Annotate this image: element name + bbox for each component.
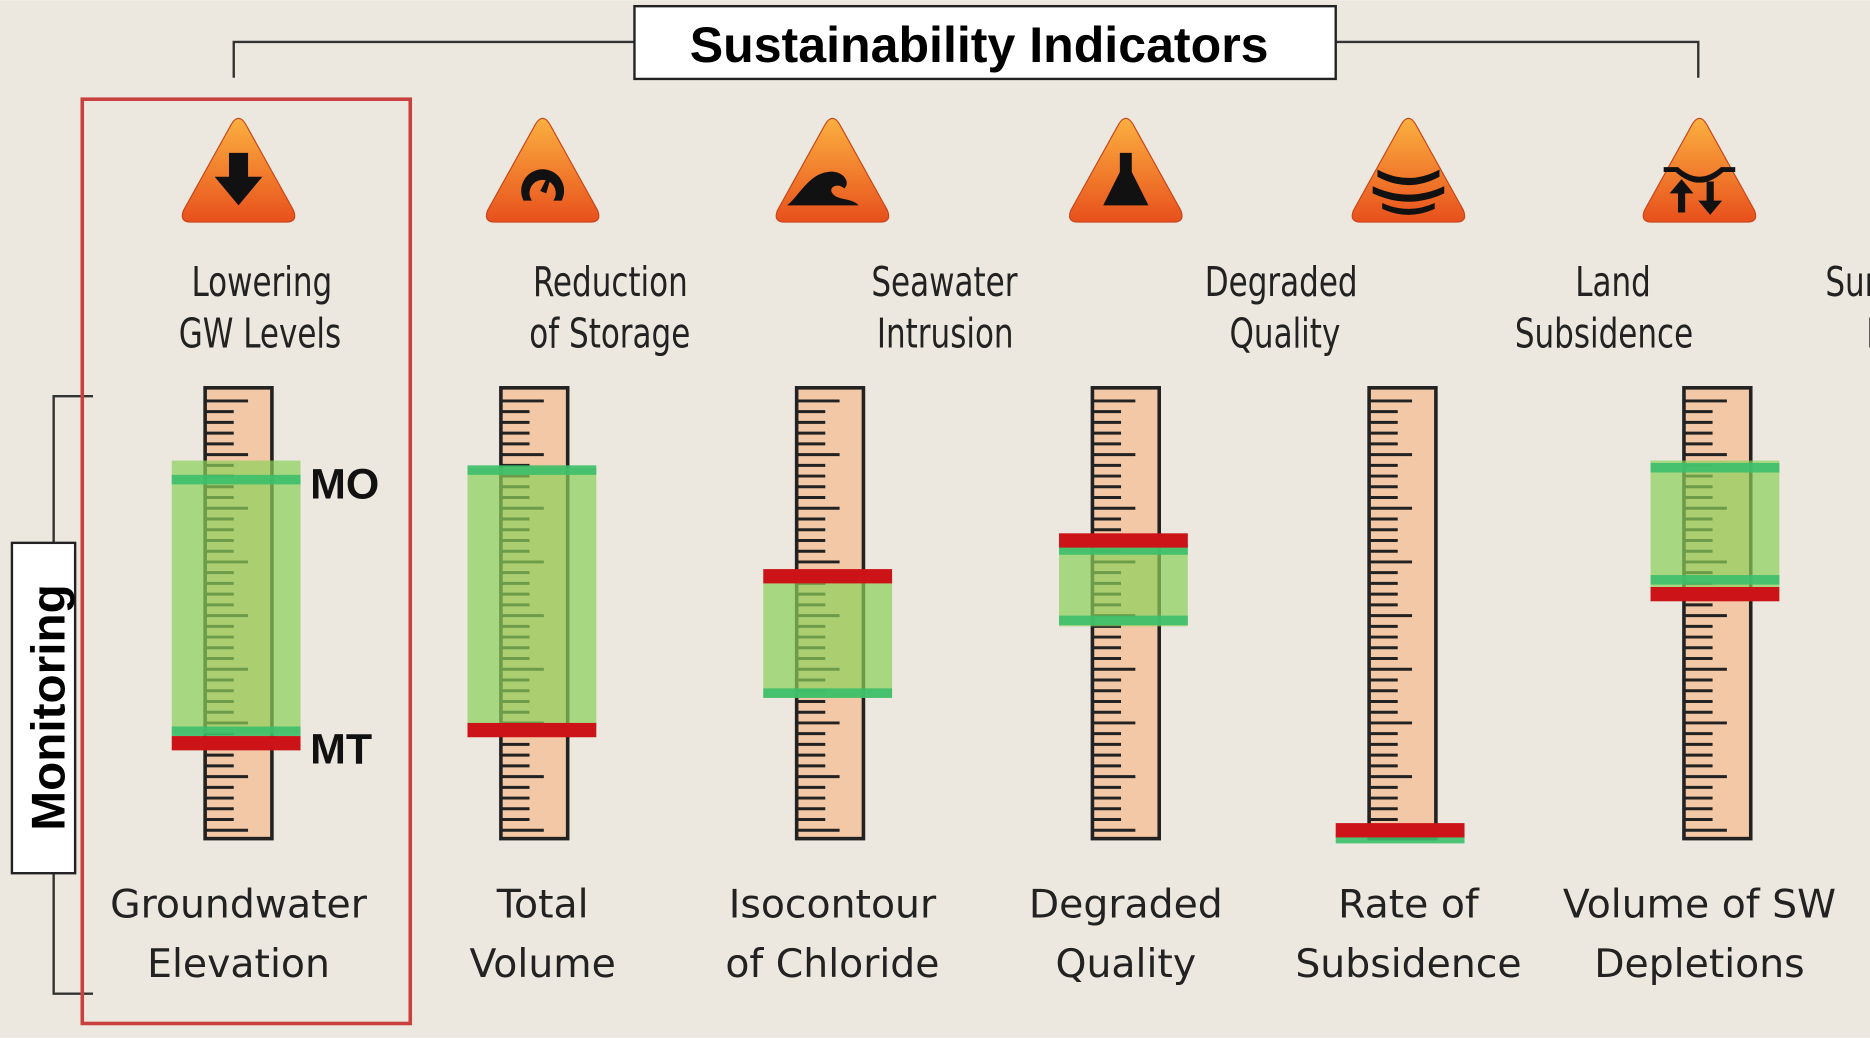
icon-glyph — [214, 152, 263, 206]
bracket — [1335, 40, 1700, 78]
icon-glyph — [787, 171, 859, 206]
metric-label: Depletions — [1594, 941, 1804, 987]
metric-label: Subsidence — [1295, 941, 1521, 987]
highlight-box — [80, 97, 413, 1026]
indicator-name: Seawater — [871, 258, 1017, 305]
metric-label: of Chloride — [725, 941, 939, 987]
indicator-name: Lowering — [191, 258, 332, 305]
metric-label: Degraded — [1029, 881, 1223, 927]
icon-glyph — [1103, 152, 1149, 206]
metric-label: Isocontour — [729, 881, 937, 927]
target-range — [467, 467, 597, 728]
title-box — [633, 4, 1337, 81]
objective-line — [1335, 833, 1465, 844]
objective-line — [171, 474, 301, 485]
metric-label: Total — [496, 881, 589, 927]
title: Sustainability Indicators — [690, 17, 1269, 73]
metric-label: Quality — [1056, 941, 1197, 987]
objective-line — [1650, 462, 1780, 473]
threshold-line — [763, 569, 893, 584]
objective-line — [467, 465, 597, 475]
bracket — [232, 40, 635, 78]
threshold-line — [1059, 533, 1188, 548]
side-label: Monitoring — [22, 584, 75, 830]
objective-line — [171, 726, 301, 737]
target-range — [763, 578, 893, 698]
icon — [1642, 117, 1757, 223]
metric-label: Rate of — [1338, 881, 1480, 927]
indicator-name: GW Levels — [179, 310, 341, 357]
threshold-line — [1650, 586, 1780, 602]
metric-label: Volume — [469, 941, 615, 987]
threshold-line — [1335, 823, 1465, 838]
metric-label: Volume of SW — [1563, 881, 1836, 927]
indicator-name: Quality — [1230, 310, 1341, 357]
threshold-line — [171, 736, 301, 751]
indicator-name: Subsidence — [1515, 310, 1693, 357]
objective-line — [1059, 545, 1188, 555]
ruler — [1367, 386, 1438, 841]
columns: Lowering GW Levels Groundwater Elevation Red… — [110, 117, 1870, 987]
icon-glyph — [1663, 167, 1736, 215]
indicator-name: Depletion — [1866, 310, 1870, 357]
icon-glyph — [1372, 169, 1445, 215]
indicator-name: Reduction — [533, 258, 688, 305]
objective-line — [1059, 615, 1188, 626]
target-range — [171, 460, 301, 734]
indicator-name: Land — [1575, 258, 1651, 305]
mo-label: MO — [310, 461, 379, 509]
threshold-line — [467, 722, 597, 738]
metric-label: Groundwater — [110, 881, 368, 927]
target-range — [1059, 542, 1188, 627]
indicator-name: Intrusion — [877, 310, 1014, 357]
indicator-name: Degraded — [1205, 258, 1358, 305]
objective-line — [1650, 575, 1780, 585]
objective-line — [763, 688, 893, 698]
indicator-name: Surface Water — [1825, 258, 1870, 305]
side-box — [10, 541, 77, 875]
mt-label: MT — [310, 725, 372, 773]
metric-label: Elevation — [147, 941, 330, 987]
indicator-name: of Storage — [529, 310, 690, 357]
icon-glyph — [521, 169, 565, 201]
target-range — [1650, 460, 1780, 597]
